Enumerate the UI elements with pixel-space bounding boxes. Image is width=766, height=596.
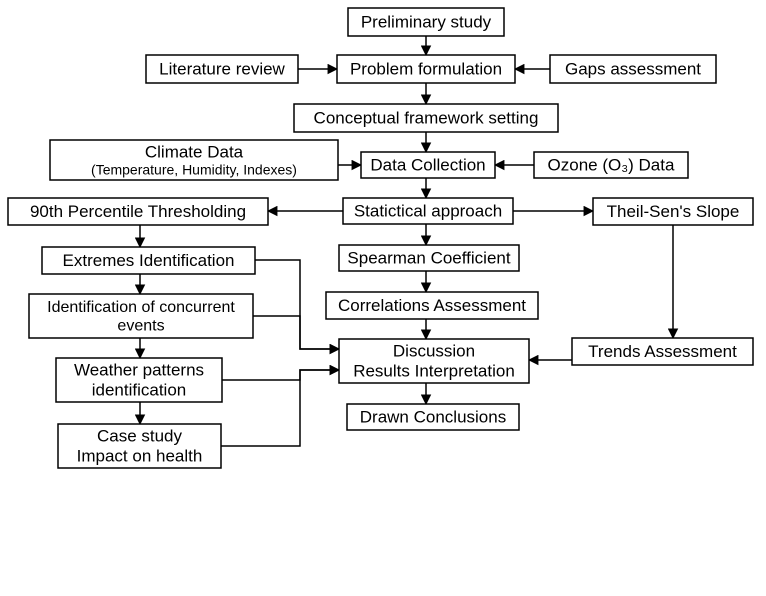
node-statistical: Statictical approach	[343, 198, 513, 224]
edge-casestudy-to-discussion	[221, 370, 339, 446]
node-label-concurrent-0: Identification of concurrent	[47, 299, 235, 316]
node-label-percentile: 90th Percentile Thresholding	[30, 202, 246, 221]
node-casestudy: Case studyImpact on health	[58, 424, 221, 468]
node-datacollection: Data Collection	[361, 152, 495, 178]
node-extremes: Extremes Identification	[42, 247, 255, 274]
node-label-statistical: Statictical approach	[354, 201, 502, 220]
node-conceptual: Conceptual framework setting	[294, 104, 558, 132]
node-spearman: Spearman Coefficient	[339, 245, 519, 271]
node-label-drawn: Drawn Conclusions	[360, 407, 506, 426]
node-literature: Literature review	[146, 55, 298, 83]
node-preliminary: Preliminary study	[348, 8, 504, 36]
node-problem: Problem formulation	[337, 55, 515, 83]
node-label-casestudy-0: Case study	[97, 427, 183, 446]
node-drawn: Drawn Conclusions	[347, 404, 519, 430]
node-label-climate-0: Climate Data	[145, 142, 244, 161]
node-label-preliminary: Preliminary study	[361, 12, 492, 31]
node-theilsen: Theil-Sen's Slope	[593, 198, 753, 225]
node-label-spearman: Spearman Coefficient	[347, 248, 510, 267]
node-label-datacollection: Data Collection	[370, 155, 485, 174]
node-gaps: Gaps assessment	[550, 55, 716, 83]
node-label-conceptual: Conceptual framework setting	[314, 108, 539, 127]
node-correlations: Correlations Assessment	[326, 292, 538, 319]
node-label-correlations: Correlations Assessment	[338, 296, 526, 315]
node-trends: Trends Assessment	[572, 338, 753, 365]
edge-concurrent-to-discussion	[253, 316, 339, 349]
node-label-weather-1: identification	[92, 380, 187, 399]
node-weather: Weather patternsidentification	[56, 358, 222, 402]
node-label-trends: Trends Assessment	[588, 342, 737, 361]
node-label-discussion-0: Discussion	[393, 342, 475, 361]
node-label-discussion-1: Results Interpretation	[353, 361, 515, 380]
node-label-ozone: Ozone (O₃) Data	[548, 155, 675, 174]
node-label-gaps: Gaps assessment	[565, 59, 701, 78]
node-label-literature: Literature review	[159, 59, 285, 78]
flowchart-canvas: Preliminary study Literature review Proble…	[0, 0, 766, 596]
node-concurrent: Identification of concurrentevents	[29, 294, 253, 338]
node-label-casestudy-1: Impact on health	[77, 446, 203, 465]
node-label-problem: Problem formulation	[350, 59, 502, 78]
node-label-extremes: Extremes Identification	[63, 251, 235, 270]
node-label-concurrent-1: events	[117, 317, 164, 334]
node-percentile: 90th Percentile Thresholding	[8, 198, 268, 225]
node-ozone: Ozone (O₃) Data	[534, 152, 688, 178]
node-discussion: DiscussionResults Interpretation	[339, 339, 529, 383]
node-label-weather-0: Weather patterns	[74, 361, 204, 380]
edge-weather-to-discussion	[222, 370, 339, 380]
node-label-theilsen: Theil-Sen's Slope	[607, 202, 740, 221]
node-label-climate-1: (Temperature, Humidity, Indexes)	[91, 161, 297, 177]
node-climate: Climate Data(Temperature, Humidity, Inde…	[50, 140, 338, 180]
